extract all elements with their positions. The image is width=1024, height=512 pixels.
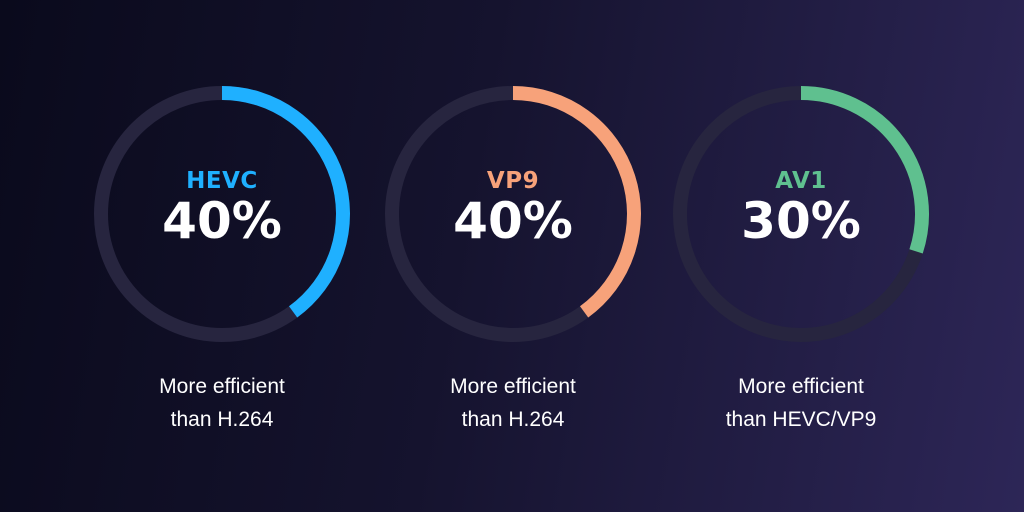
ring-arc-hevc	[221, 86, 350, 318]
ring-arc-vp9	[512, 86, 641, 318]
caption-av1: More efficient than HEVC/VP9	[681, 370, 921, 436]
caption-av1-line2: than HEVC/VP9	[725, 408, 877, 431]
ring-name-vp9: VP9	[486, 168, 540, 194]
caption-vp9: More efficient than H.264	[393, 370, 633, 436]
ring-arc-av1	[800, 86, 929, 254]
ring-name-hevc: HEVC	[186, 168, 258, 194]
ring-name-av1: AV1	[775, 168, 827, 194]
caption-hevc-line1: More efficient	[159, 375, 285, 398]
caption-av1-line1: More efficient	[738, 375, 864, 398]
caption-hevc: More efficient than H.264	[102, 370, 342, 436]
caption-vp9-line2: than H.264	[461, 408, 565, 431]
ring-value-vp9: 40%	[453, 192, 573, 250]
caption-vp9-line1: More efficient	[450, 375, 576, 398]
caption-hevc-line2: than H.264	[170, 408, 274, 431]
ring-value-hevc: 40%	[162, 192, 282, 250]
ring-value-av1: 30%	[741, 192, 861, 250]
